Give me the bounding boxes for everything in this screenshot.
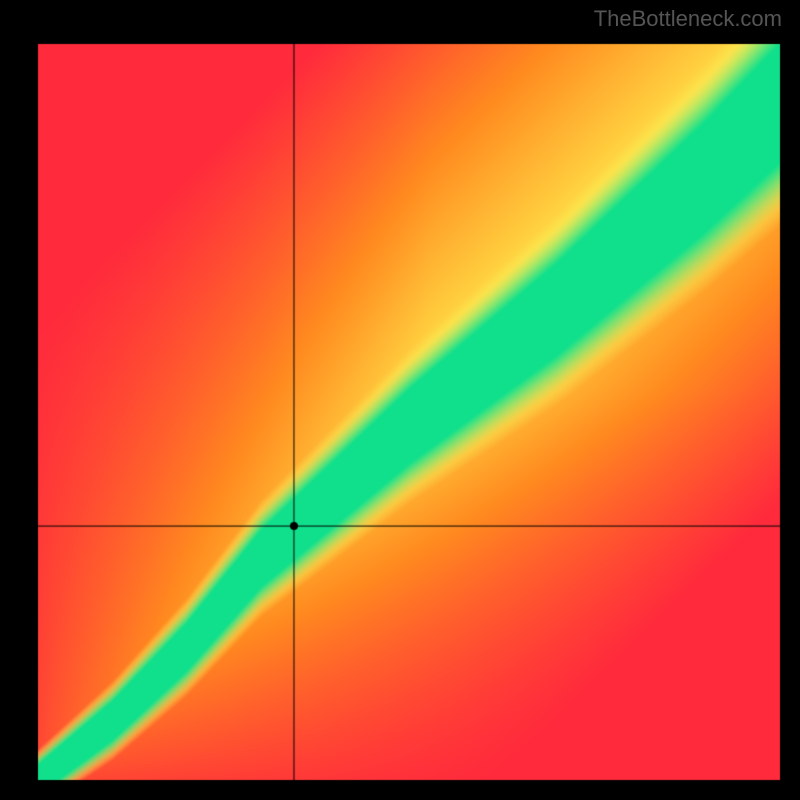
watermark-text: TheBottleneck.com xyxy=(594,6,782,32)
chart-container: TheBottleneck.com xyxy=(0,0,800,800)
bottleneck-heatmap xyxy=(0,0,800,800)
